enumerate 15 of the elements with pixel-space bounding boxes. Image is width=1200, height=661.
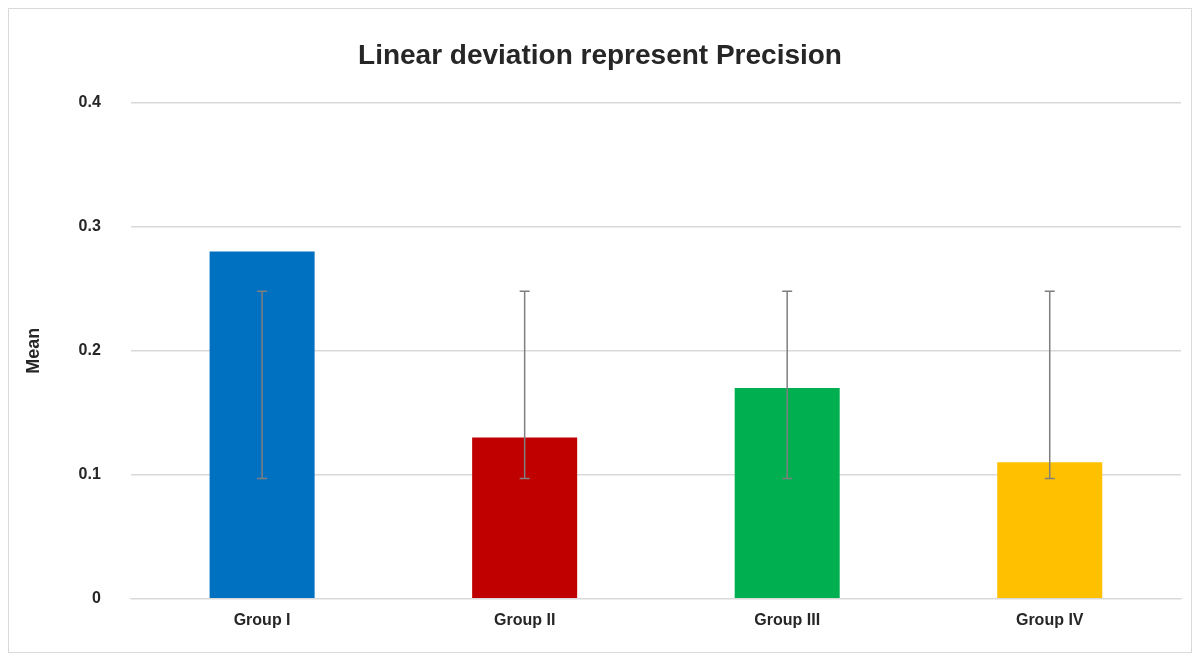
x-tick-label: Group I xyxy=(233,610,291,628)
y-tick-label: 0.2 xyxy=(78,341,101,359)
y-tick-label: 0 xyxy=(91,589,101,607)
y-axis-title: Mean xyxy=(22,327,43,374)
bar xyxy=(997,462,1103,599)
x-tick-label: Group II xyxy=(493,610,556,628)
x-tick-label: Group III xyxy=(754,610,821,628)
bar xyxy=(734,387,840,599)
y-tick-label: 0.1 xyxy=(78,465,101,483)
y-tick-label: 0.3 xyxy=(78,217,101,235)
x-tick-label: Group IV xyxy=(1015,610,1084,628)
bar xyxy=(472,437,578,599)
bar xyxy=(209,251,315,599)
chart-title: Linear deviation represent Precision xyxy=(358,38,842,70)
y-tick-label: 0.4 xyxy=(78,93,101,111)
